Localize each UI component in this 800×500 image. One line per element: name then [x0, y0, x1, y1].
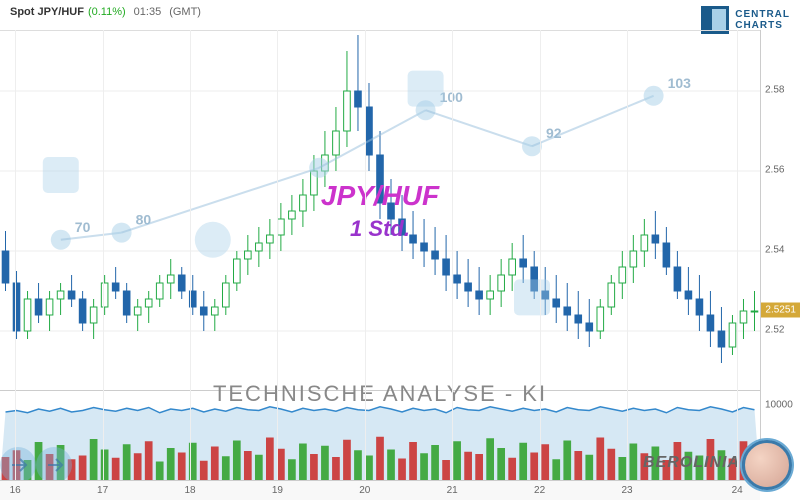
current-price-tag: 2.5251 [761, 302, 800, 317]
time-label: 01:35 [134, 6, 162, 18]
avatar-icon[interactable] [742, 440, 792, 490]
change-label: (0.11%) [88, 6, 126, 18]
price-y-axis: 2.522.542.562.582.5251 [760, 30, 800, 390]
logo-text: CENTRAL CHARTS [735, 9, 790, 31]
price-chart[interactable]: 708010092103 JPY/HUF 1 Std. [0, 30, 760, 390]
x-axis: 161718192021222324 [0, 480, 760, 500]
tech-analysis-label: TECHNISCHE ANALYSE - KI [213, 381, 547, 407]
chart-header: Spot JPY/HUF (0.11%) 01:35 (GMT) [0, 0, 800, 24]
tz-label: (GMT) [169, 6, 201, 18]
price-canvas: 708010092103 [0, 31, 760, 391]
svg-text:70: 70 [75, 219, 91, 235]
brand-label: BEROLINIA [643, 454, 740, 472]
symbol-label: Spot JPY/HUF [10, 6, 84, 18]
svg-text:103: 103 [668, 75, 692, 91]
